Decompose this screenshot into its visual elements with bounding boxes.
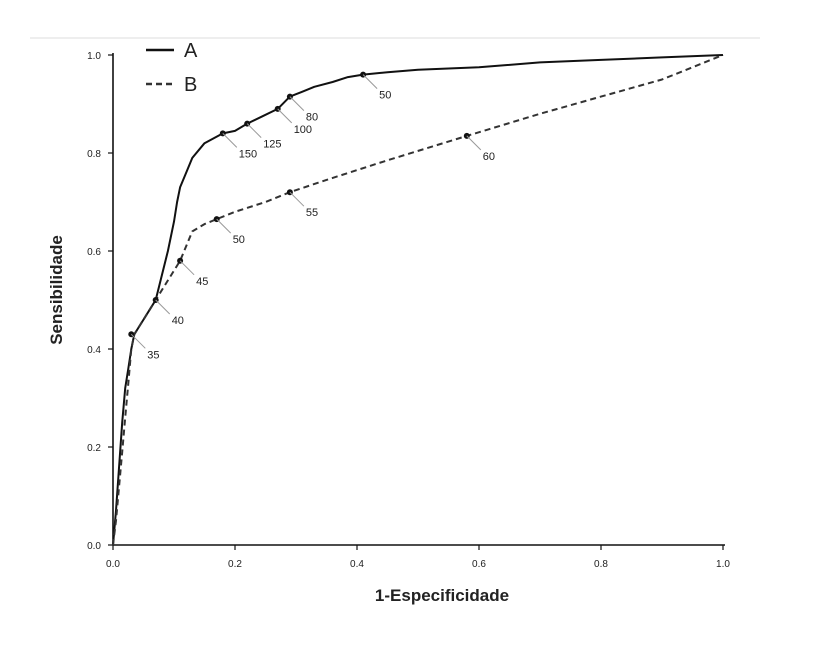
series-layer [112, 54, 724, 546]
cutoff-leader [466, 135, 482, 151]
y-tick-label: 0.6 [87, 247, 101, 258]
cutoff-label: 100 [294, 124, 312, 136]
cutoff-leader [277, 108, 293, 124]
x-tick-label: 0.2 [228, 559, 242, 570]
cutoff-label: 50 [379, 90, 391, 102]
y-tick-label: 0.2 [87, 443, 101, 454]
legend-label-a: A [184, 40, 198, 62]
x-tick-label: 1.0 [716, 559, 730, 570]
x-tick-label: 0.4 [350, 559, 364, 570]
cutoff-leader [246, 123, 262, 138]
cutoff-label: 50 [233, 234, 245, 246]
cutoff-leader [179, 260, 195, 276]
y-axis-title: Sensibilidade [47, 235, 66, 345]
cutoff-label: 55 [306, 207, 318, 219]
cutoff-label: 35 [147, 349, 159, 361]
cutoff-leader [216, 218, 232, 234]
y-tick-label: 0.4 [87, 345, 101, 356]
cutoff-label: 45 [196, 276, 208, 288]
y-tick-label: 0.0 [87, 541, 101, 552]
y-tick-label: 0.8 [87, 149, 101, 160]
cutoff-leader [289, 191, 305, 207]
series-line-b [112, 54, 724, 546]
cutoff-label: 125 [263, 139, 281, 151]
cutoff-leader [289, 96, 305, 112]
cutoff-label: 40 [172, 315, 184, 327]
x-tick-label: 0.8 [594, 559, 608, 570]
legend-label-b: B [184, 74, 197, 96]
x-tick-label: 0.6 [472, 559, 486, 570]
cutoff-label: 60 [483, 151, 495, 163]
cutoff-leader [155, 299, 171, 315]
axes: 0.0 0.2 0.4 0.6 0.8 1.0 0.0 0.2 0.4 0.6 0.8 1.0 [87, 51, 730, 570]
x-tick-label: 0.0 [106, 559, 120, 570]
x-axis-title: 1-Especificidade [375, 586, 509, 605]
cutoff-leader [362, 74, 378, 89]
legend: A B [146, 40, 198, 96]
cutoff-label: 150 [239, 148, 257, 160]
cutoff-leader [222, 133, 238, 148]
cutoff-leader [130, 333, 146, 349]
cutoff-label: 80 [306, 112, 318, 124]
series-line-a [112, 54, 724, 546]
y-tick-label: 1.0 [87, 51, 101, 62]
